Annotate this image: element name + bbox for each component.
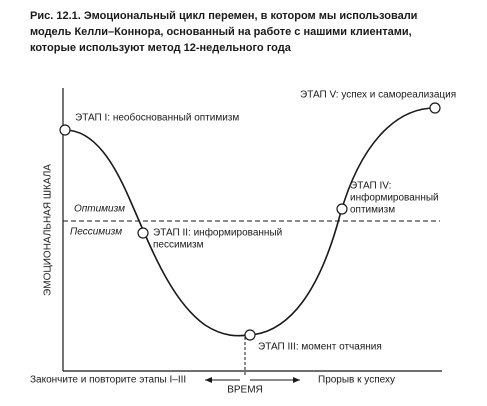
stage-point (59, 124, 71, 136)
stage-label: ЭТАП IV: (350, 181, 391, 192)
stage-label: ЭТАП III: момент отчаяния (258, 342, 382, 353)
stage-label: ЭТАП II: информированный (153, 227, 282, 239)
optimism-label: Оптимизм (74, 204, 125, 215)
x-left-label: Закончите и повторите этапы I–III (30, 375, 186, 386)
stage-label: ЭТАП I: необоснованный оптимизм (75, 112, 239, 124)
stage-label: информированный (350, 192, 439, 204)
stage-label: ЭТАП V: успех и самореализация (300, 90, 456, 101)
title-line: модель Келли–Коннора, основанный на рабо… (30, 26, 412, 38)
title-line: которые используют метод 12-недельного г… (30, 42, 292, 54)
title-line: Рис. 12.1. Эмоциональный цикл перемен, в… (30, 10, 417, 22)
x-axis-label: ВРЕМЯ (227, 385, 263, 396)
emotion-curve (64, 107, 436, 337)
stage-point (336, 203, 348, 215)
stage-point (244, 329, 256, 341)
pessimism-label: Пессимизм (70, 227, 122, 238)
stage-point (429, 102, 441, 114)
y-axis-label: ЭМОЦИОНАЛЬНАЯ ШКАЛА (43, 164, 54, 296)
stage-label: пессимизм (153, 240, 204, 251)
stage-point (137, 227, 149, 239)
stage-label: оптимизм (350, 205, 395, 216)
x-right-label: Прорыв к успеху (318, 375, 395, 386)
